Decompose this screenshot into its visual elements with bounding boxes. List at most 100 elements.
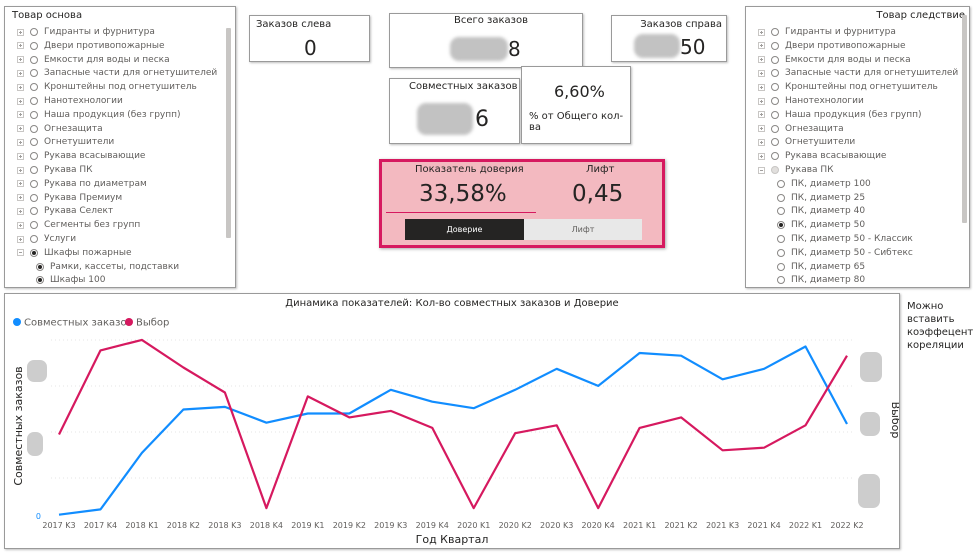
- expand-icon[interactable]: [17, 28, 24, 36]
- radio-icon[interactable]: [30, 41, 38, 50]
- expand-icon[interactable]: [17, 83, 24, 91]
- slicer-item[interactable]: Шкафы пожарные: [17, 246, 132, 260]
- expand-icon[interactable]: [17, 69, 24, 77]
- radio-icon[interactable]: [771, 97, 779, 105]
- slicer-child-item[interactable]: ПК, диаметр 50 - Сибтекс: [777, 246, 913, 260]
- slicer-item[interactable]: Огнетушители: [17, 135, 114, 149]
- slicer-item[interactable]: Огнезащита: [17, 122, 103, 136]
- radio-icon[interactable]: [771, 138, 779, 147]
- slicer-child-item[interactable]: Шкафы 100: [36, 273, 105, 287]
- expand-icon[interactable]: [758, 69, 765, 77]
- radio-icon[interactable]: [30, 55, 38, 64]
- radio-icon[interactable]: [30, 179, 38, 188]
- expand-icon[interactable]: [17, 56, 24, 64]
- radio-icon[interactable]: [30, 124, 38, 133]
- slicer-item[interactable]: Емкости для воды и песка: [17, 53, 170, 67]
- radio-icon[interactable]: [30, 193, 38, 202]
- radio-icon[interactable]: [30, 235, 38, 243]
- confidence-button[interactable]: Доверие: [405, 219, 524, 240]
- radio-icon[interactable]: [771, 28, 779, 36]
- radio-icon[interactable]: [777, 193, 785, 202]
- slicer-child-item[interactable]: ПК, диаметр 50: [777, 218, 865, 232]
- slicer-item[interactable]: Наша продукция (без групп): [758, 108, 922, 122]
- slicer-item[interactable]: Двери противопожарные: [758, 39, 906, 53]
- radio-icon[interactable]: [771, 124, 779, 133]
- expand-icon[interactable]: [17, 152, 24, 160]
- slicer-item[interactable]: Рукава всасывающие: [17, 149, 145, 163]
- slicer-item[interactable]: Нанотехнологии: [758, 94, 864, 108]
- slicer-item[interactable]: Нанотехнологии: [17, 94, 123, 108]
- radio-icon[interactable]: [30, 166, 38, 174]
- radio-icon[interactable]: [771, 55, 779, 64]
- expand-icon[interactable]: [758, 111, 765, 119]
- expand-icon[interactable]: [17, 125, 24, 133]
- expand-icon[interactable]: [758, 152, 765, 160]
- slicer-child-item[interactable]: Рамки, кассеты, подставки: [36, 260, 179, 274]
- slicer-item[interactable]: Рукава Премиум: [17, 191, 122, 205]
- expand-icon[interactable]: [17, 166, 24, 174]
- radio-icon[interactable]: [30, 207, 38, 216]
- lift-button[interactable]: Лифт: [524, 219, 642, 240]
- slicer-item[interactable]: Огнезащита: [758, 122, 844, 136]
- expand-icon[interactable]: [758, 56, 765, 64]
- expand-icon[interactable]: [17, 111, 24, 119]
- slicer-item[interactable]: Услуги: [17, 232, 76, 246]
- left-slicer-scrollbar[interactable]: [226, 28, 231, 238]
- radio-icon[interactable]: [771, 152, 779, 161]
- slicer-item[interactable]: Наша продукция (без групп): [17, 108, 181, 122]
- slicer-item[interactable]: Гидранты и фурнитура: [758, 25, 896, 39]
- expand-icon[interactable]: [17, 97, 24, 105]
- collapse-icon[interactable]: [758, 166, 765, 174]
- radio-icon[interactable]: [30, 110, 38, 119]
- expand-icon[interactable]: [758, 97, 765, 105]
- radio-icon[interactable]: [777, 221, 785, 230]
- radio-icon[interactable]: [777, 276, 785, 285]
- expand-icon[interactable]: [17, 207, 24, 215]
- radio-icon[interactable]: [777, 235, 785, 243]
- slicer-item[interactable]: Кронштейны под огнетушитель: [17, 80, 197, 94]
- expand-icon[interactable]: [758, 42, 765, 50]
- expand-icon[interactable]: [758, 83, 765, 91]
- expand-icon[interactable]: [758, 138, 765, 146]
- radio-icon[interactable]: [30, 83, 38, 92]
- expand-icon[interactable]: [17, 221, 24, 229]
- slicer-child-item[interactable]: ПК, диаметр 80: [777, 273, 865, 287]
- radio-icon[interactable]: [771, 69, 779, 78]
- slicer-item[interactable]: Емкости для воды и песка: [758, 53, 911, 67]
- slicer-child-item[interactable]: ПК, диаметр 25: [777, 191, 865, 205]
- slicer-item[interactable]: Двери противопожарные: [17, 39, 165, 53]
- slicer-item[interactable]: Рукава Селект: [17, 204, 113, 218]
- radio-icon[interactable]: [771, 110, 779, 119]
- radio-icon[interactable]: [36, 276, 44, 285]
- expand-icon[interactable]: [17, 180, 24, 188]
- radio-icon[interactable]: [30, 138, 38, 147]
- radio-icon[interactable]: [777, 179, 785, 188]
- radio-icon[interactable]: [777, 248, 785, 257]
- slicer-item[interactable]: Запасные части для огнетушителей: [17, 66, 217, 80]
- slicer-child-item[interactable]: ПК, диаметр 100: [777, 177, 871, 191]
- slicer-item[interactable]: Огнетушители: [758, 135, 855, 149]
- radio-icon[interactable]: [771, 83, 779, 92]
- slicer-item[interactable]: Рукава всасывающие: [758, 149, 886, 163]
- slicer-item[interactable]: Рукава ПК: [758, 163, 834, 177]
- expand-icon[interactable]: [758, 125, 765, 133]
- slicer-child-item[interactable]: ПК, диаметр 40: [777, 204, 865, 218]
- slicer-item[interactable]: Кронштейны под огнетушитель: [758, 80, 938, 94]
- slicer-item[interactable]: Запасные части для огнетушителей: [758, 66, 958, 80]
- radio-icon[interactable]: [30, 152, 38, 161]
- slicer-item[interactable]: Рукава ПК: [17, 163, 93, 177]
- radio-icon[interactable]: [771, 41, 779, 50]
- radio-icon[interactable]: [30, 248, 38, 257]
- radio-icon[interactable]: [777, 207, 785, 216]
- expand-icon[interactable]: [17, 235, 24, 243]
- slicer-child-item[interactable]: ПК, диаметр 50 - Классик: [777, 232, 913, 246]
- radio-icon[interactable]: [30, 69, 38, 78]
- slicer-item[interactable]: Сегменты без групп: [17, 218, 140, 232]
- slicer-child-item[interactable]: ПК, диаметр 65: [777, 260, 865, 274]
- slicer-item[interactable]: Гидранты и фурнитура: [17, 25, 155, 39]
- radio-icon[interactable]: [771, 166, 779, 174]
- radio-icon[interactable]: [36, 262, 44, 271]
- right-slicer-scrollbar[interactable]: [962, 15, 967, 223]
- collapse-icon[interactable]: [17, 249, 24, 257]
- radio-icon[interactable]: [30, 97, 38, 105]
